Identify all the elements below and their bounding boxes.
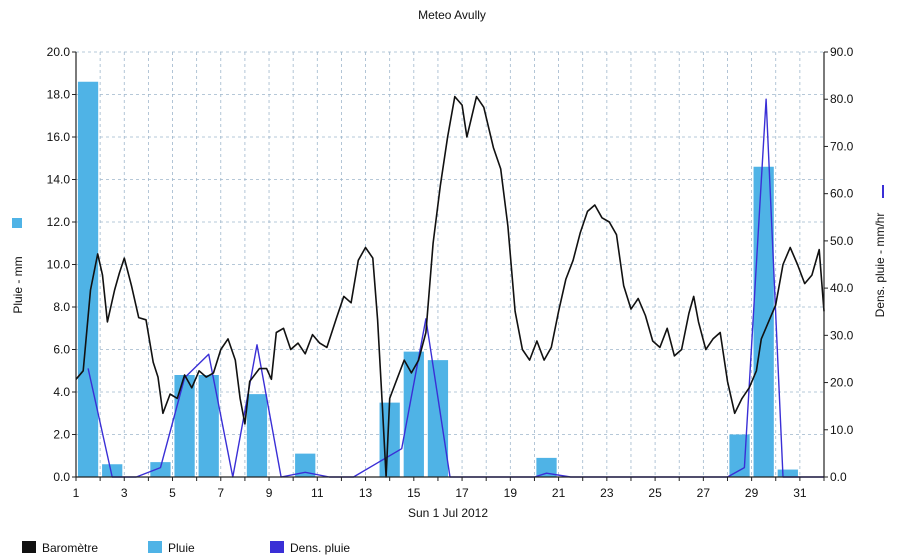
x-tick-label: 31 [793, 486, 807, 500]
bar-pluie [427, 360, 449, 477]
x-axis-label: Sun 1 Jul 2012 [408, 506, 488, 520]
bar-pluie [536, 457, 557, 477]
y-tick-label-left: 8.0 [53, 300, 70, 314]
x-tick-label: 3 [121, 486, 128, 500]
y-axis-label-left: Pluie - mm [11, 256, 25, 313]
legend-swatch-dens-pluie [270, 541, 284, 553]
y-tick-label-left: 6.0 [53, 343, 70, 357]
legend-label-barometre: Baromètre [42, 541, 98, 555]
bar-pluie [753, 166, 774, 477]
y-tick-label-right: 60.0 [830, 187, 854, 201]
y-tick-label-right: 30.0 [830, 328, 854, 342]
x-tick-label: 15 [407, 486, 421, 500]
lines [75, 95, 825, 478]
bar-pluie [150, 462, 171, 477]
legend-label-dens-pluie: Dens. pluie [290, 541, 350, 555]
y-axis-label-right: Dens. pluie - mm/hr [873, 213, 887, 318]
x-tick-label: 5 [169, 486, 176, 500]
x-tick-label: 27 [697, 486, 711, 500]
x-tick-label: 9 [266, 486, 273, 500]
x-tick-label: 19 [504, 486, 518, 500]
y-tick-label-right: 0.0 [830, 470, 847, 484]
y-tick-label-right: 20.0 [830, 376, 854, 390]
line-dens-pluie [87, 98, 824, 478]
y-tick-label-right: 40.0 [830, 281, 854, 295]
bar-pluie [403, 351, 424, 477]
y-tick-label-right: 70.0 [830, 139, 854, 153]
y-tick-label-left: 18.0 [47, 88, 71, 102]
y-tick-label-left: 14.0 [47, 173, 71, 187]
x-tick-label: 1 [73, 486, 80, 500]
y-tick-label-left: 10.0 [47, 258, 71, 272]
y-tick-label-left: 0.0 [53, 470, 70, 484]
bars-pluie [77, 81, 798, 477]
legend: Baromètre Pluie Dens. pluie [22, 541, 350, 555]
legend-swatch-pluie [148, 541, 162, 553]
bar-pluie [102, 464, 123, 477]
x-tick-label: 21 [552, 486, 566, 500]
bar-pluie [777, 469, 798, 477]
y-tick-label-left: 12.0 [47, 215, 71, 229]
x-tick-label: 17 [455, 486, 469, 500]
y-tick-label-left: 2.0 [53, 428, 70, 442]
bar-pluie [246, 394, 268, 477]
legend-swatch-barometre [22, 541, 36, 553]
left-axis-swatch [12, 218, 22, 228]
bar-pluie [174, 375, 195, 477]
x-tick-label: 23 [600, 486, 614, 500]
y-tick-label-right: 10.0 [830, 423, 854, 437]
axes [72, 51, 828, 481]
x-tick-label: 11 [311, 486, 324, 500]
y-tick-label-left: 16.0 [47, 130, 71, 144]
x-tick-label: 29 [745, 486, 759, 500]
legend-label-pluie: Pluie [168, 541, 195, 555]
x-tick-label: 7 [217, 486, 224, 500]
y-tick-label-left: 4.0 [53, 385, 70, 399]
y-tick-label-right: 90.0 [830, 45, 854, 59]
y-tick-label-left: 20.0 [47, 45, 71, 59]
x-tick-label: 25 [648, 486, 662, 500]
bar-pluie [295, 453, 316, 477]
y-tick-label-right: 80.0 [830, 92, 854, 106]
tick-labels: 0.0 2.0 4.0 6.0 8.0 10.0 12.0 14.0 16.0 18.0 20.0 0… [47, 45, 854, 500]
line-barometre [75, 95, 825, 478]
y-tick-label-right: 50.0 [830, 234, 854, 248]
chart-title: Meteo Avully [418, 8, 486, 22]
x-tick-label: 13 [359, 486, 373, 500]
bar-pluie [198, 375, 219, 477]
bar-pluie [77, 81, 99, 477]
